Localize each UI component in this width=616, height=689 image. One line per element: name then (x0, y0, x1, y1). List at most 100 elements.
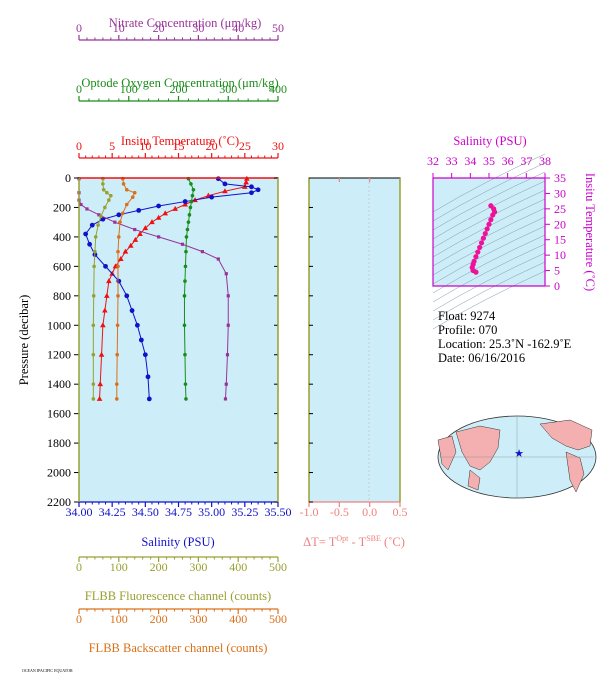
profile-number: Profile: 070 (438, 323, 498, 337)
temperature-line (99, 178, 248, 399)
temperature-point (117, 256, 124, 261)
oxygen-axis-tick-label: 400 (269, 82, 287, 96)
nitrate-axis-tick-label: 10 (113, 21, 125, 35)
backscatter-point (120, 211, 125, 216)
density-contour (432, 162, 546, 222)
oxygen-point (188, 205, 193, 210)
temperature-axis-tick-label: 0 (76, 139, 82, 153)
inset-x-tick-label: 33 (446, 154, 458, 168)
pressure-tick-label: 400 (53, 230, 71, 244)
salinity-point (89, 222, 95, 228)
oxygen-point (186, 220, 191, 224)
temperature-point (106, 278, 112, 284)
salinity-point (255, 187, 261, 193)
nitrate-point (200, 250, 204, 254)
salinity-axis-title: Salinity (PSU) (141, 535, 214, 549)
salinity-point (129, 308, 135, 313)
fluorescence-axis-tick-label: 100 (110, 560, 128, 574)
nitrate-point (224, 382, 228, 386)
pressure-tick-label: 2200 (47, 495, 71, 509)
salinity-axis-tick-label: 34.75 (165, 505, 192, 519)
temperature-point (222, 188, 228, 194)
fluorescence-point (91, 323, 96, 328)
nitrate-point (223, 397, 228, 401)
world-map: ★ (437, 415, 597, 499)
nitrate-axis-tick-label: 50 (272, 21, 284, 35)
pressure-tick-label: 800 (53, 289, 71, 303)
backscatter-point (118, 220, 122, 224)
inset-x-tick-label: 34 (464, 154, 476, 168)
oxygen-point (184, 249, 188, 254)
salinity-axis-tick-label: 34.25 (99, 505, 126, 519)
backscatter-point (115, 352, 120, 357)
salinity-point (116, 278, 122, 284)
temperature-axis-tick-label: 10 (139, 139, 151, 153)
density-contour (432, 225, 546, 285)
oxygen-point (191, 187, 196, 192)
main-plot-area (78, 177, 279, 503)
oxygen-point (190, 193, 195, 198)
nitrate-point (224, 272, 228, 276)
backscatter-axis-tick-label: 300 (189, 612, 207, 626)
fluorescence-point (93, 249, 97, 254)
density-contour (432, 243, 546, 303)
pressure-tick-label: 1600 (47, 407, 71, 421)
temperature-point (97, 381, 104, 387)
density-contour (432, 270, 546, 330)
ts-inset-area (432, 177, 546, 287)
dt-tick-label: -0.5 (330, 505, 349, 519)
float-location-marker: ★ (514, 447, 524, 460)
temperature-point (162, 210, 169, 216)
backscatter-point (116, 294, 120, 298)
ts-point (478, 240, 485, 246)
nitrate-point (180, 242, 185, 246)
fluorescence-point (109, 193, 113, 198)
nitrate-point (85, 207, 89, 211)
inset-y-tick-label: 35 (554, 171, 566, 185)
dt-tick-label: 0.0 (362, 505, 377, 519)
fluorescence-axis-tick-label: 500 (269, 560, 287, 574)
temperature-point (102, 307, 108, 313)
fluorescence-point (105, 190, 109, 195)
backscatter-line (116, 178, 136, 399)
fluorescence-point (99, 214, 103, 219)
backscatter-point (132, 190, 137, 195)
nitrate-point (113, 220, 117, 224)
salinity-axis-tick-label: 34.50 (132, 505, 159, 519)
pressure-tick-label: 0 (65, 171, 71, 185)
oxygen-axis-tick-label: 300 (219, 82, 237, 96)
dt-axis-title: ΔT= TOpt - TSBE (˚C) (303, 534, 405, 549)
fluorescence-point (91, 352, 96, 357)
float-info: Float: 9274 Profile: 070 Location: 25.3˚… (438, 309, 571, 365)
ts-point (473, 254, 479, 260)
temperature-point (96, 395, 103, 401)
nitrate-point (97, 213, 101, 217)
oxygen-point (182, 323, 187, 328)
oxygen-point (183, 264, 188, 269)
backscatter-axis-tick-label: 500 (269, 612, 287, 626)
nitrate-point (133, 227, 137, 232)
oxygen-point (189, 182, 193, 186)
inset-x-tick-label: 35 (483, 154, 495, 168)
density-contour (432, 180, 546, 240)
salinity-point (222, 181, 228, 187)
fluorescence-point (107, 198, 111, 202)
inset-x-tick-label: 38 (539, 154, 551, 168)
ts-point (477, 244, 483, 251)
salinity-point (116, 212, 122, 218)
ts-point (490, 212, 496, 218)
main-series (77, 175, 261, 402)
nitrate-point (226, 323, 230, 327)
salinity-point (182, 199, 188, 204)
fluorescence-axis-tick-label: 400 (229, 560, 247, 574)
oxygen-point (184, 235, 189, 239)
ts-point (488, 217, 494, 223)
salinity-point (100, 216, 106, 222)
location: Location: 25.3˚N -162.9˚E (438, 337, 572, 351)
ts-points (469, 203, 498, 275)
nitrate-point (216, 257, 220, 261)
salinity-point (103, 263, 108, 269)
temperature-point (137, 230, 143, 236)
ts-point (475, 249, 481, 255)
